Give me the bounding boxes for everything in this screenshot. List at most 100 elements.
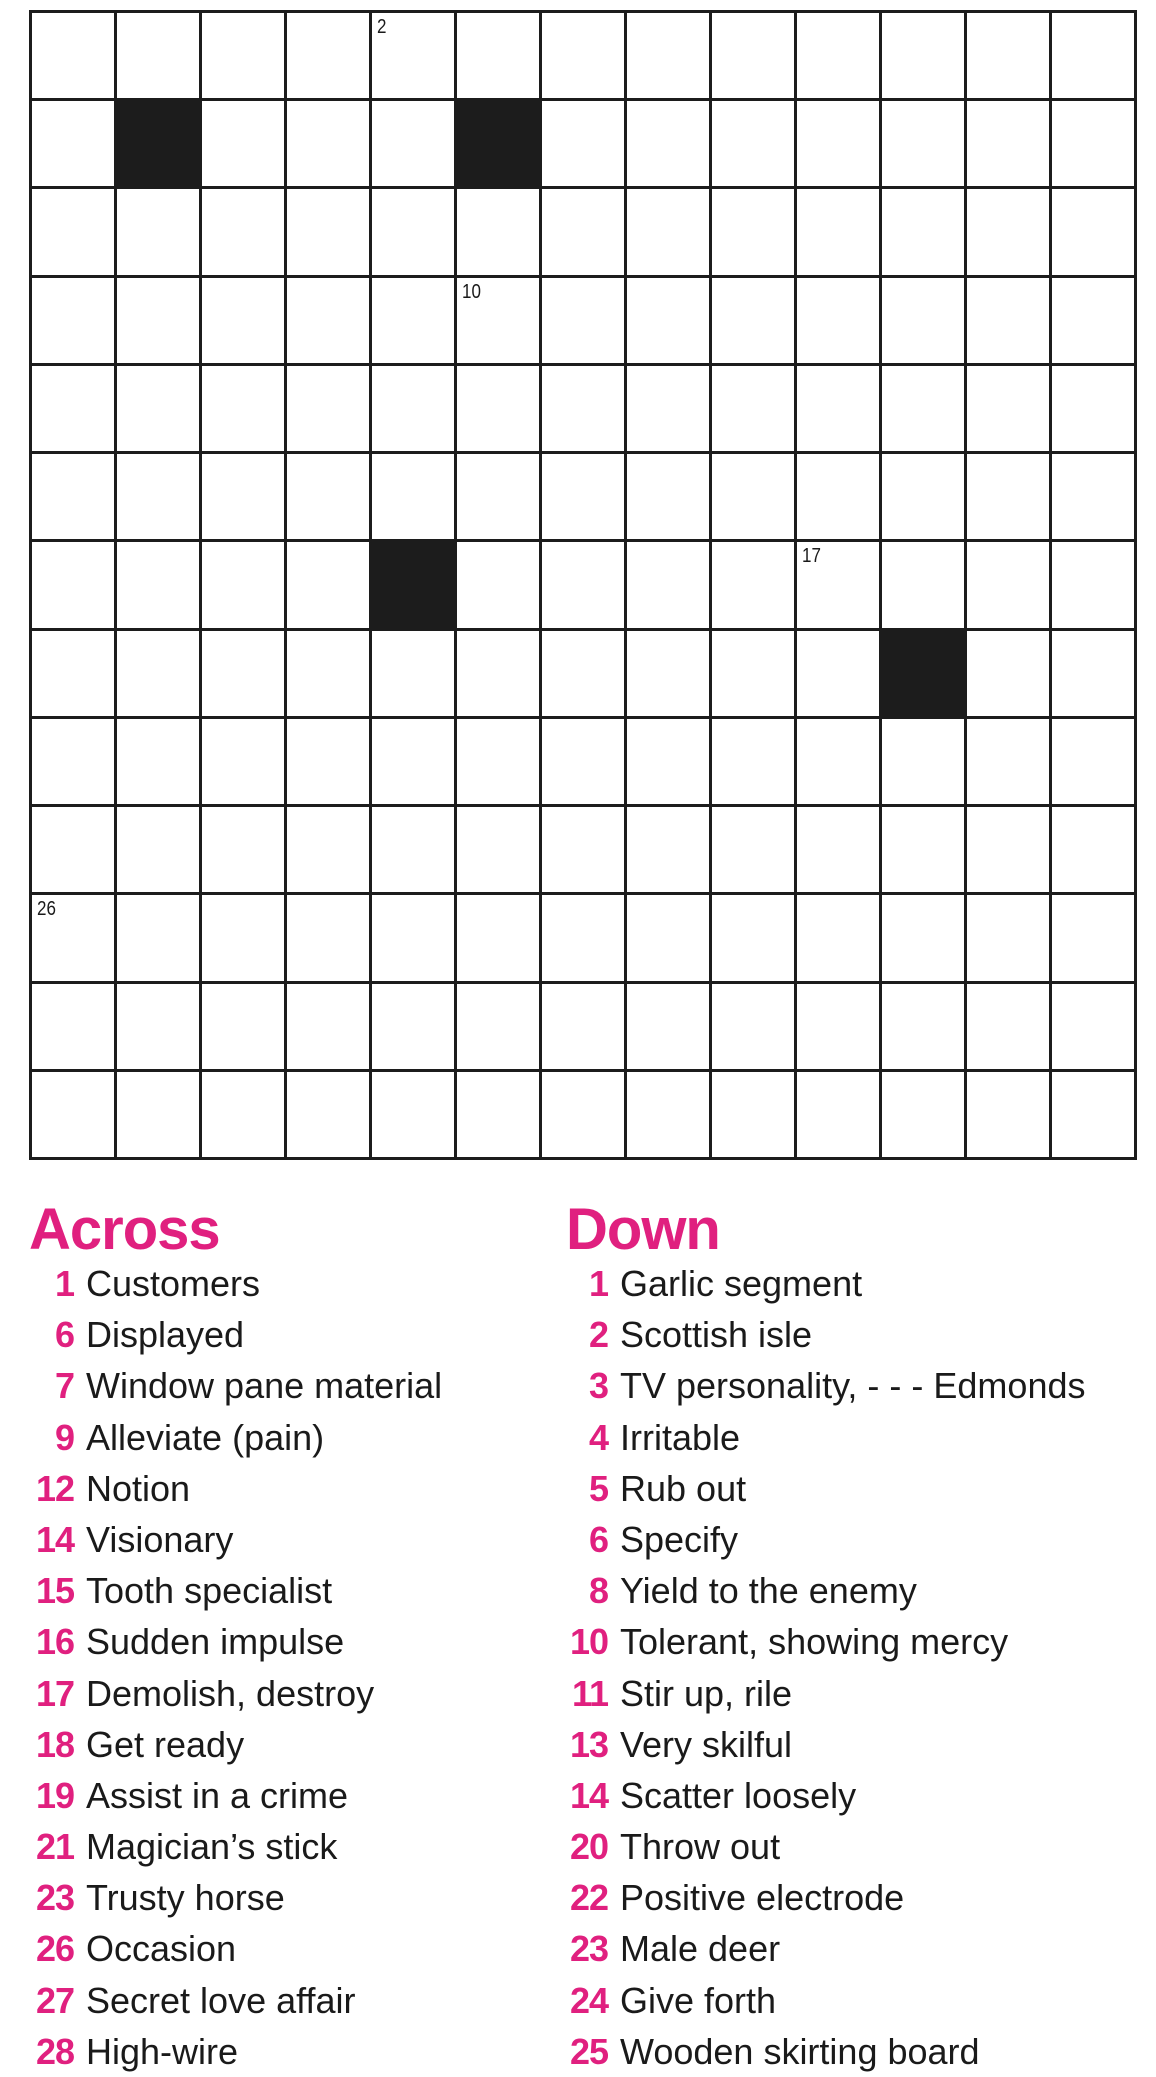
- grid-cell[interactable]: [882, 365, 964, 452]
- grid-cell[interactable]: [1052, 895, 1134, 981]
- grid-cell[interactable]: [712, 101, 794, 187]
- grid-cell[interactable]: [1052, 101, 1134, 187]
- grid-cell[interactable]: [202, 807, 284, 893]
- grid-cell[interactable]: [1052, 277, 1134, 363]
- grid-cell[interactable]: [117, 13, 199, 99]
- grid-cell[interactable]: 17: [797, 542, 879, 628]
- grid-cell[interactable]: [287, 895, 369, 981]
- grid-cell[interactable]: [372, 630, 454, 716]
- grid-cell[interactable]: [967, 807, 1049, 893]
- grid-cell[interactable]: [457, 718, 539, 805]
- grid-cell[interactable]: [372, 365, 454, 452]
- grid-cell[interactable]: [32, 542, 114, 628]
- grid-cell[interactable]: [712, 454, 794, 540]
- grid-cell[interactable]: [712, 807, 794, 893]
- grid-cell[interactable]: [712, 895, 794, 981]
- grid-cell[interactable]: [1052, 365, 1134, 452]
- grid-cell[interactable]: [967, 718, 1049, 805]
- grid-cell[interactable]: [542, 1071, 624, 1157]
- grid-cell[interactable]: [457, 895, 539, 981]
- grid-cell[interactable]: [542, 13, 624, 99]
- grid-cell[interactable]: [627, 983, 709, 1069]
- grid-cell[interactable]: [457, 807, 539, 893]
- grid-cell[interactable]: [627, 454, 709, 540]
- grid-cell[interactable]: [1052, 983, 1134, 1069]
- grid-cell[interactable]: [1052, 13, 1134, 99]
- grid-cell[interactable]: [32, 1071, 114, 1157]
- grid-cell[interactable]: [542, 542, 624, 628]
- grid-cell[interactable]: [967, 542, 1049, 628]
- grid-cell[interactable]: [372, 101, 454, 187]
- grid-cell[interactable]: [287, 718, 369, 805]
- grid-cell[interactable]: [797, 101, 879, 187]
- grid-cell[interactable]: [202, 365, 284, 452]
- grid-cell[interactable]: [32, 101, 114, 187]
- grid-cell[interactable]: [797, 277, 879, 363]
- grid-cell[interactable]: [967, 189, 1049, 275]
- grid-cell[interactable]: [797, 454, 879, 540]
- grid-cell[interactable]: [1052, 454, 1134, 540]
- grid-cell[interactable]: [882, 807, 964, 893]
- grid-cell[interactable]: [117, 718, 199, 805]
- grid-cell[interactable]: [882, 983, 964, 1069]
- grid-cell[interactable]: [967, 895, 1049, 981]
- grid-cell[interactable]: [372, 1071, 454, 1157]
- grid-cell[interactable]: [32, 983, 114, 1069]
- grid-cell[interactable]: [882, 277, 964, 363]
- grid-cell[interactable]: [712, 630, 794, 716]
- grid-cell[interactable]: [542, 807, 624, 893]
- grid-cell[interactable]: [32, 630, 114, 716]
- grid-cell[interactable]: [117, 542, 199, 628]
- grid-cell[interactable]: [797, 630, 879, 716]
- grid-cell[interactable]: [372, 454, 454, 540]
- grid-cell[interactable]: [32, 807, 114, 893]
- grid-cell[interactable]: [117, 895, 199, 981]
- grid-cell[interactable]: [32, 189, 114, 275]
- grid-cell[interactable]: [712, 277, 794, 363]
- grid-cell[interactable]: [287, 807, 369, 893]
- grid-cell[interactable]: [797, 983, 879, 1069]
- grid-cell[interactable]: [202, 983, 284, 1069]
- grid-cell[interactable]: [627, 277, 709, 363]
- grid-cell[interactable]: [202, 895, 284, 981]
- grid-cell[interactable]: [797, 807, 879, 893]
- grid-cell[interactable]: [542, 454, 624, 540]
- grid-cell[interactable]: [202, 718, 284, 805]
- grid-cell[interactable]: [542, 630, 624, 716]
- grid-cell[interactable]: [117, 1071, 199, 1157]
- grid-cell[interactable]: [372, 189, 454, 275]
- grid-cell[interactable]: [1052, 189, 1134, 275]
- grid-cell[interactable]: [117, 189, 199, 275]
- grid-cell[interactable]: [32, 13, 114, 99]
- grid-cell[interactable]: [117, 454, 199, 540]
- grid-cell[interactable]: [287, 189, 369, 275]
- grid-cell[interactable]: [457, 1071, 539, 1157]
- grid-cell[interactable]: [542, 277, 624, 363]
- grid-cell[interactable]: [1052, 630, 1134, 716]
- grid-cell[interactable]: [542, 101, 624, 187]
- grid-cell[interactable]: [882, 1071, 964, 1157]
- grid-cell[interactable]: [202, 13, 284, 99]
- grid-cell[interactable]: [797, 1071, 879, 1157]
- grid-cell[interactable]: [627, 365, 709, 452]
- grid-cell[interactable]: [202, 189, 284, 275]
- grid-cell[interactable]: [457, 365, 539, 452]
- grid-cell[interactable]: [627, 718, 709, 805]
- grid-cell[interactable]: [967, 101, 1049, 187]
- grid-cell[interactable]: [287, 983, 369, 1069]
- grid-cell[interactable]: [967, 983, 1049, 1069]
- grid-cell[interactable]: [457, 13, 539, 99]
- grid-cell[interactable]: [202, 454, 284, 540]
- grid-cell[interactable]: [117, 277, 199, 363]
- grid-cell[interactable]: 10: [457, 277, 539, 363]
- grid-cell[interactable]: [287, 1071, 369, 1157]
- grid-cell[interactable]: [797, 13, 879, 99]
- grid-cell[interactable]: [1052, 1071, 1134, 1157]
- grid-cell[interactable]: [32, 277, 114, 363]
- grid-cell[interactable]: [627, 895, 709, 981]
- grid-cell[interactable]: [882, 542, 964, 628]
- grid-cell[interactable]: [117, 630, 199, 716]
- grid-cell[interactable]: [117, 365, 199, 452]
- grid-cell[interactable]: [542, 983, 624, 1069]
- grid-cell[interactable]: [117, 807, 199, 893]
